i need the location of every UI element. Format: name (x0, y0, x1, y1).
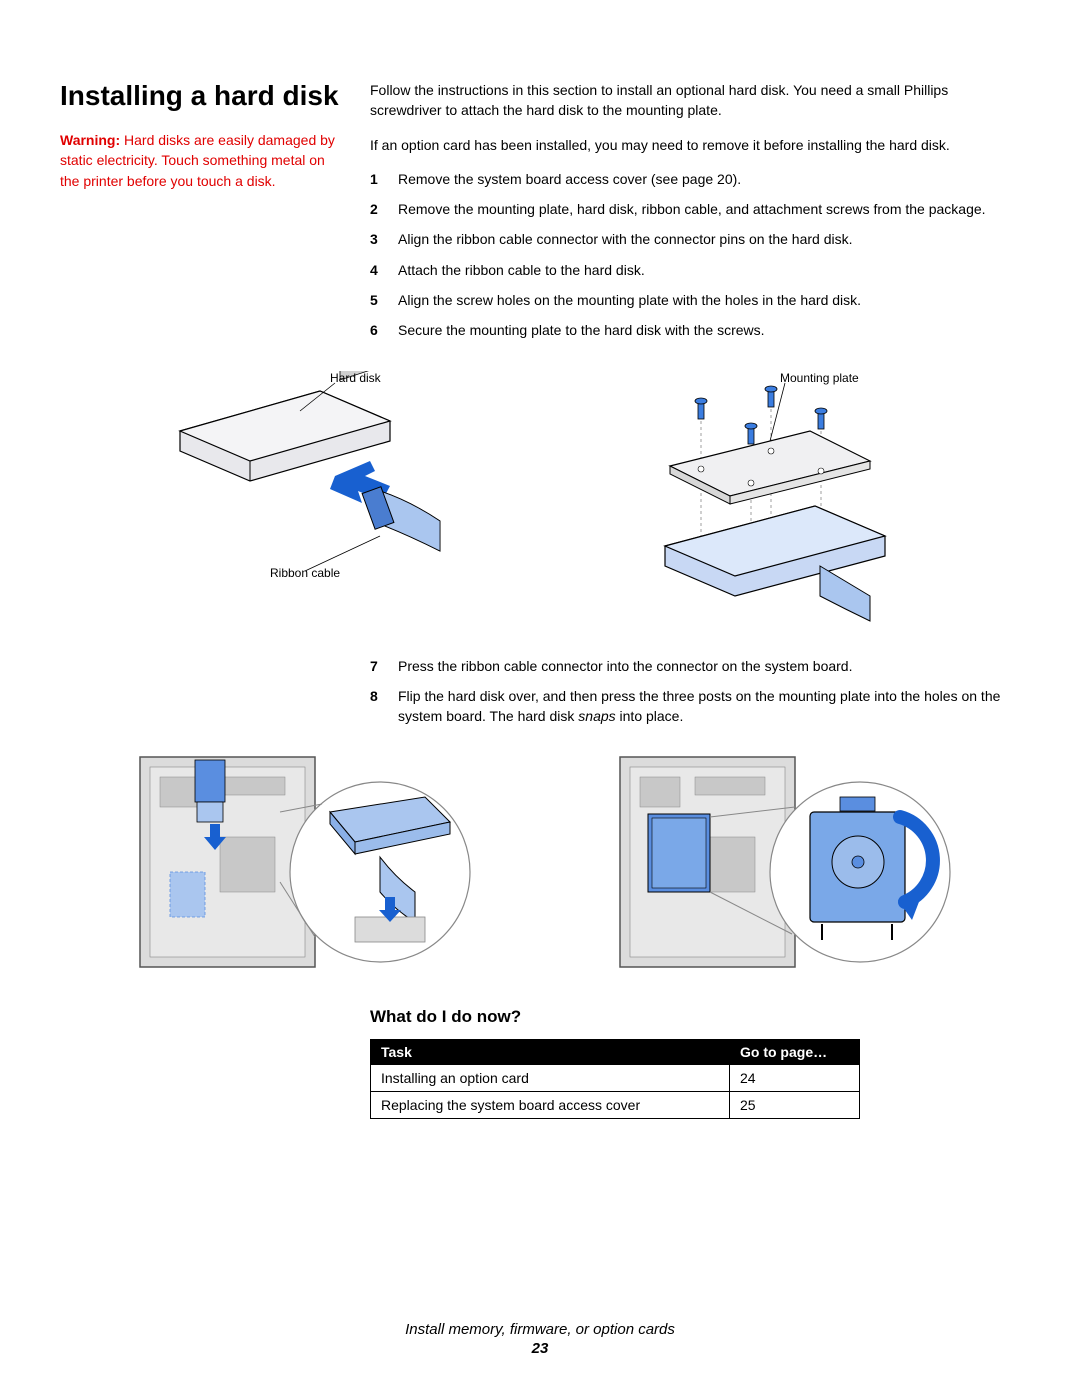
figure-row-1: Hard disk Ribbon cable Mounting plate (60, 371, 1020, 631)
step-item: Secure the mounting plate to the hard di… (370, 320, 1020, 340)
table-header-page: Go to page… (730, 1039, 860, 1064)
footer-page-number: 23 (0, 1340, 1080, 1357)
step-item: Align the ribbon cable connector with th… (370, 229, 1020, 249)
table-row: Replacing the system board access cover … (371, 1091, 860, 1118)
table-row: Installing an option card 24 (371, 1064, 860, 1091)
table-cell: Installing an option card (371, 1064, 730, 1091)
figure-row-2 (60, 742, 1020, 982)
mounting-plate-diagram (620, 371, 940, 631)
fig-label-ribbon-cable: Ribbon cable (270, 566, 340, 580)
table-cell: 25 (730, 1091, 860, 1118)
step-item: Align the screw holes on the mounting pl… (370, 290, 1020, 310)
footer-title: Install memory, firmware, or option card… (0, 1321, 1080, 1338)
warning-block: Warning: Hard disks are easily damaged b… (60, 130, 340, 191)
page-heading: Installing a hard disk (60, 80, 340, 112)
table-cell: 24 (730, 1064, 860, 1091)
intro-para-2: If an option card has been installed, yo… (370, 135, 1020, 155)
fig-label-mounting-plate: Mounting plate (780, 371, 859, 385)
step-item: Remove the mounting plate, hard disk, ri… (370, 199, 1020, 219)
page-footer: Install memory, firmware, or option card… (0, 1321, 1080, 1357)
steps-list-b: Press the ribbon cable connector into th… (370, 656, 1020, 727)
table-header-task: Task (371, 1039, 730, 1064)
steps-list-a: Remove the system board access cover (se… (370, 169, 1020, 341)
step-item: Attach the ribbon cable to the hard disk… (370, 260, 1020, 280)
warning-label: Warning: (60, 132, 120, 148)
nav-table: Task Go to page… Installing an option ca… (370, 1039, 860, 1119)
subheading: What do I do now? (370, 1007, 1020, 1027)
system-board-flip-diagram (600, 742, 960, 982)
table-cell: Replacing the system board access cover (371, 1091, 730, 1118)
step-item: Flip the hard disk over, and then press … (370, 686, 1020, 727)
system-board-insert-diagram (120, 742, 480, 982)
step-item: Press the ribbon cable connector into th… (370, 656, 1020, 676)
intro-para-1: Follow the instructions in this section … (370, 80, 1020, 121)
step-item: Remove the system board access cover (se… (370, 169, 1020, 189)
fig-label-hard-disk: Hard disk (330, 371, 381, 385)
step-text: Flip the hard disk over, and then press … (398, 688, 1000, 724)
